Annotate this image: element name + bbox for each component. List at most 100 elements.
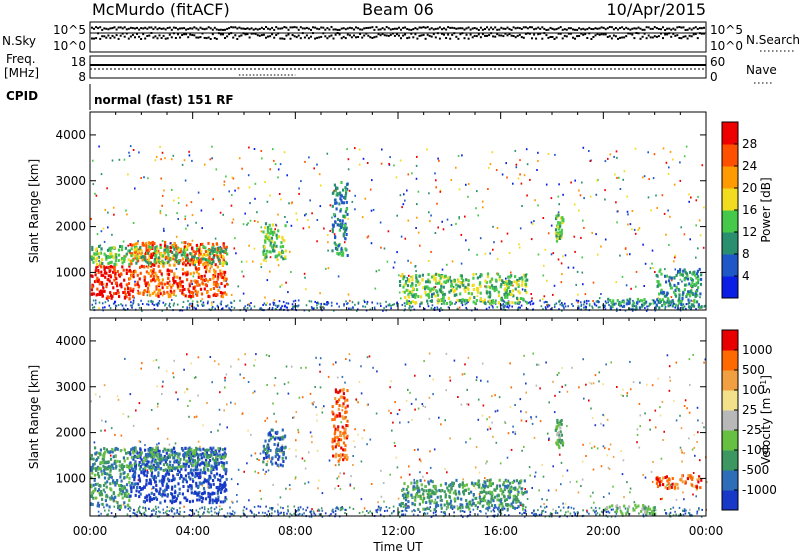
scatter-cell bbox=[94, 393, 97, 396]
echo-cell bbox=[345, 226, 348, 230]
echo-cell bbox=[179, 259, 182, 263]
scatter-cell bbox=[256, 211, 258, 214]
echo-cell bbox=[265, 255, 268, 259]
ground-scatter-cell bbox=[289, 512, 292, 515]
echo-cell bbox=[411, 290, 414, 293]
ground-scatter-cell bbox=[244, 305, 246, 308]
echo-cell bbox=[221, 276, 224, 280]
scatter-cell bbox=[482, 404, 485, 407]
scatter-cell bbox=[293, 416, 295, 419]
ground-scatter-cell bbox=[682, 509, 684, 512]
scatter-cell bbox=[159, 145, 161, 148]
echo-cell bbox=[196, 247, 199, 251]
echo-cell bbox=[700, 277, 703, 281]
nsky-point bbox=[168, 26, 171, 29]
scatter-cell bbox=[583, 226, 585, 229]
echo-cell bbox=[463, 299, 466, 303]
echo-cell bbox=[200, 275, 203, 278]
scatter-cell bbox=[203, 163, 206, 166]
nsearch-point bbox=[486, 34, 488, 37]
nsky-point bbox=[119, 26, 122, 29]
nsky-point bbox=[557, 27, 560, 30]
scatter-cell bbox=[164, 157, 166, 160]
nsky-point bbox=[647, 26, 650, 29]
echo-cell bbox=[173, 241, 176, 245]
scatter-cell bbox=[608, 448, 610, 451]
echo-cell bbox=[206, 263, 209, 267]
echo-cell bbox=[90, 292, 93, 296]
echo-cell bbox=[164, 240, 167, 244]
scatter-cell bbox=[309, 392, 312, 395]
echo-cell bbox=[109, 291, 112, 295]
scatter-cell bbox=[248, 499, 250, 502]
nsearch-point bbox=[271, 33, 274, 36]
nsky-point bbox=[422, 26, 425, 29]
echo-cell bbox=[171, 251, 174, 254]
echo-cell bbox=[128, 499, 131, 503]
scatter-cell bbox=[440, 423, 442, 426]
scatter-cell bbox=[234, 189, 236, 192]
nsearch-point bbox=[678, 37, 681, 39]
scatter-cell bbox=[224, 379, 226, 382]
scatter-cell bbox=[174, 442, 177, 445]
echo-cell bbox=[696, 269, 699, 273]
scatter-cell bbox=[318, 173, 321, 176]
nsky-point bbox=[606, 27, 609, 30]
nsky-point bbox=[273, 28, 276, 31]
ground-scatter-cell bbox=[214, 307, 216, 310]
ground-scatter-cell bbox=[615, 302, 617, 305]
echo-cell bbox=[128, 293, 131, 297]
echo-cell bbox=[95, 247, 98, 251]
echo-cell bbox=[262, 258, 265, 262]
ground-scatter-cell bbox=[122, 307, 125, 310]
ground-scatter-cell bbox=[567, 506, 570, 509]
nsearch-point bbox=[328, 35, 331, 38]
scatter-cell bbox=[354, 446, 356, 448]
ground-scatter-cell bbox=[390, 304, 392, 307]
scatter-cell bbox=[364, 197, 367, 200]
scatter-cell bbox=[703, 206, 705, 209]
scatter-cell bbox=[428, 352, 431, 355]
nsearch-point bbox=[179, 36, 181, 39]
echo-cell bbox=[214, 263, 217, 267]
scatter-cell bbox=[679, 446, 682, 449]
nsearch-point bbox=[324, 35, 327, 38]
ground-scatter-cell bbox=[114, 300, 116, 303]
nsearch-point bbox=[555, 36, 558, 39]
scatter-cell bbox=[670, 296, 673, 298]
scatter-cell bbox=[260, 226, 263, 229]
nsearch-point bbox=[373, 36, 376, 39]
scatter-cell bbox=[303, 272, 306, 275]
nsearch-point bbox=[477, 33, 480, 36]
echo-cell bbox=[525, 284, 528, 288]
echo-cell bbox=[489, 280, 492, 284]
scatter-cell bbox=[597, 178, 599, 181]
ground-scatter-cell bbox=[125, 304, 127, 307]
ground-scatter-cell bbox=[413, 509, 415, 512]
echo-cell bbox=[622, 304, 626, 308]
nsearch-point bbox=[580, 32, 583, 35]
ground-scatter-cell bbox=[577, 299, 580, 302]
scatter-cell bbox=[577, 301, 579, 304]
echo-cell bbox=[166, 286, 169, 289]
echo-cell bbox=[401, 272, 404, 276]
scatter-cell bbox=[123, 255, 125, 258]
echo-cell bbox=[144, 281, 147, 285]
echo-cell bbox=[123, 259, 126, 263]
nsky-point bbox=[479, 26, 482, 29]
echo-cell bbox=[687, 298, 690, 302]
scatter-cell bbox=[188, 415, 190, 418]
nsky-point bbox=[576, 28, 579, 31]
echo-cell bbox=[334, 201, 337, 205]
scatter-cell bbox=[287, 291, 289, 294]
echo-cell bbox=[475, 299, 478, 302]
echo-cell bbox=[192, 271, 195, 275]
echo-cell bbox=[339, 219, 342, 223]
nsky-point bbox=[494, 26, 497, 29]
ground-scatter-cell bbox=[647, 505, 650, 508]
echo-cell bbox=[518, 277, 521, 281]
echo-cell bbox=[450, 282, 453, 286]
ground-scatter-cell bbox=[277, 509, 279, 512]
echo-cell bbox=[133, 248, 136, 252]
echo-cell bbox=[195, 260, 198, 264]
